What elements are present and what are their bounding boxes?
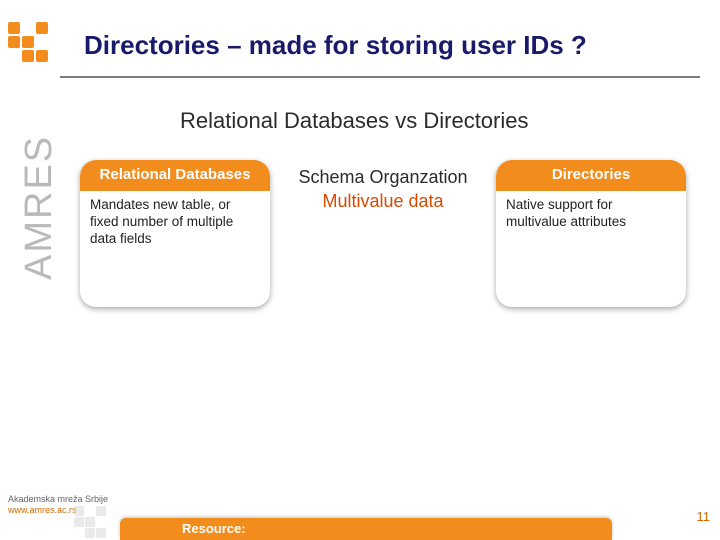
card-directories-header: Directories (496, 160, 686, 191)
middle-column: Schema Organzation Multivalue data (298, 160, 468, 212)
title-area: Directories – made for storing user IDs … (84, 30, 704, 61)
title-underline (60, 76, 700, 78)
resource-bar: Resource: (120, 518, 612, 540)
comparison-row: Relational Databases Mandates new table,… (80, 160, 700, 307)
slide: AMRES Directories – made for storing use… (0, 0, 720, 540)
middle-line1: Schema Organzation (298, 166, 468, 189)
subtitle: Relational Databases vs Directories (180, 108, 529, 134)
resource-label: Resource: (182, 521, 246, 536)
page-title: Directories – made for storing user IDs … (84, 30, 704, 61)
card-relational-header: Relational Databases (80, 160, 270, 191)
card-directories: Directories Native support for multivalu… (496, 160, 686, 307)
footer-logo-icon (74, 506, 106, 538)
card-relational: Relational Databases Mandates new table,… (80, 160, 270, 307)
card-directories-body: Native support for multivalue attributes (496, 191, 686, 307)
middle-line2: Multivalue data (298, 191, 468, 212)
card-relational-body: Mandates new table, or fixed number of m… (80, 191, 270, 307)
page-number: 11 (697, 509, 711, 524)
footer-org: Akademska mreža Srbije (8, 494, 108, 505)
brand-logo (8, 22, 48, 62)
brand-text: AMRES (18, 135, 61, 280)
